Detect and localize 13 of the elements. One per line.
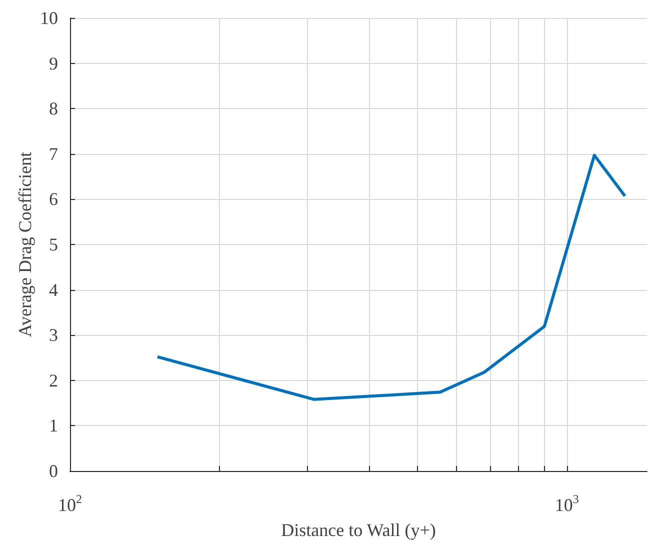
y-tick-label: 10	[40, 8, 58, 28]
y-tick-label: 8	[49, 98, 58, 119]
y-tick-label: 5	[49, 234, 58, 254]
y-tick-label: 2	[49, 370, 58, 390]
y-tick-label: 6	[49, 189, 58, 210]
y-tick-label: 1	[49, 416, 58, 436]
y-tick-label: 4	[49, 280, 58, 300]
y-axis-title: Average Drag Coefficient	[15, 152, 35, 338]
x-axis-title: Distance to Wall (y+)	[281, 520, 436, 540]
y-tick-label: 7	[49, 144, 58, 164]
y-tick-label: 0	[49, 461, 58, 481]
y-tick-label: 3	[49, 325, 58, 346]
y-tick-label: 9	[49, 53, 58, 74]
